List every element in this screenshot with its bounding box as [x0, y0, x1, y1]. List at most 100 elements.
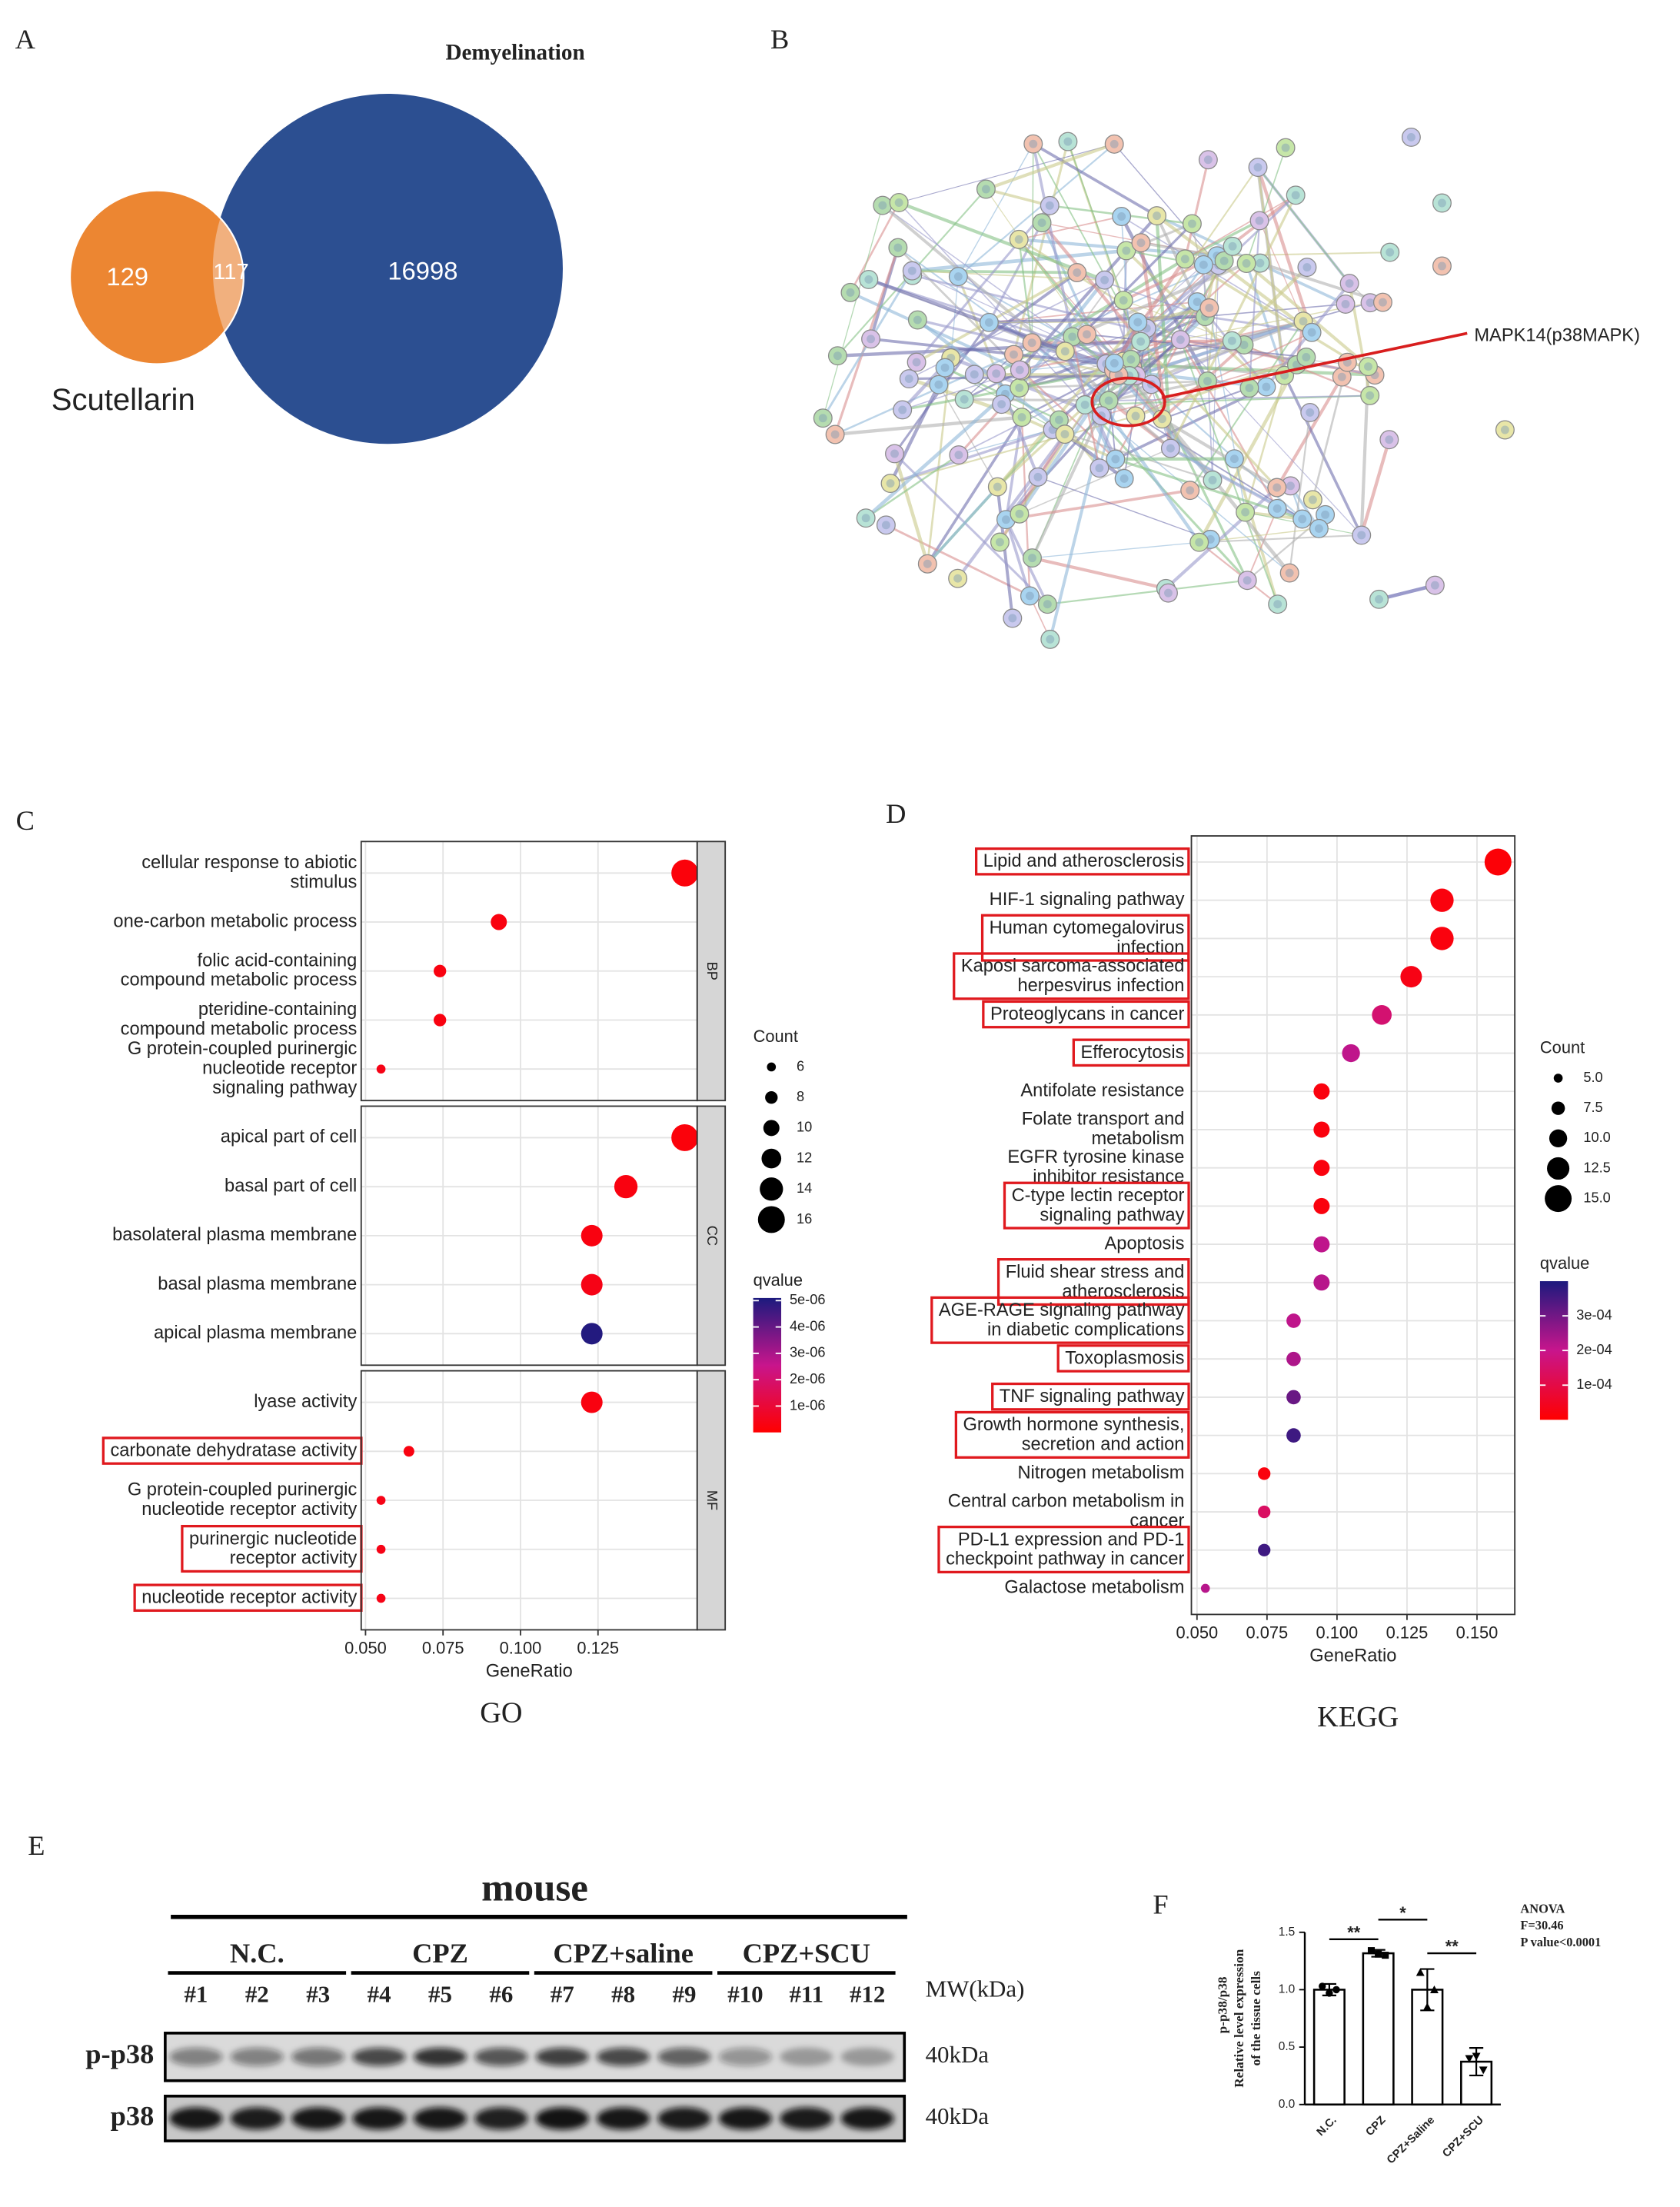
dot	[581, 1224, 603, 1247]
network-node-core	[913, 315, 922, 325]
blot-band	[230, 2107, 284, 2130]
network-edge	[1048, 400, 1111, 640]
blot-band	[718, 2107, 773, 2130]
network-node-core	[954, 451, 963, 460]
term-label: stimulus	[291, 872, 358, 892]
data-point	[1367, 1947, 1376, 1955]
network-node	[907, 352, 926, 372]
network-node-core	[1341, 300, 1350, 308]
x-tick-label: 0.125	[1386, 1623, 1429, 1643]
legend-title: Count	[1540, 1038, 1585, 1057]
x-axis-label: GeneRatio	[486, 1661, 573, 1681]
legend-label: 2e-06	[790, 1371, 826, 1386]
network-edge	[1162, 387, 1250, 420]
network-node-core	[864, 275, 873, 284]
network-node-core	[846, 288, 855, 297]
network-node-core	[1126, 355, 1136, 364]
network-node	[1012, 408, 1032, 428]
term-label: compound metabolic process	[121, 1019, 358, 1039]
data-point	[1326, 1989, 1333, 1997]
network	[813, 127, 1515, 649]
highlight-ring	[1090, 376, 1166, 428]
network-node	[1189, 532, 1209, 552]
network-edge	[1169, 195, 1297, 449]
dot	[1313, 1160, 1330, 1177]
network-node-core	[1187, 219, 1196, 228]
term-label: lyase activity	[254, 1392, 357, 1412]
network-node-core	[1027, 338, 1036, 348]
blot-band	[352, 2047, 406, 2066]
network-node-core	[1291, 191, 1300, 200]
blot-band	[840, 2107, 894, 2130]
network-node-core	[1500, 425, 1509, 434]
x-tick-label: 0.075	[1246, 1623, 1289, 1643]
network-node	[1249, 211, 1269, 231]
network-edge	[957, 143, 1115, 278]
x-tick-label: 0.050	[1176, 1623, 1218, 1643]
venn-count: 129	[106, 262, 148, 291]
term-label: Kaposi sarcoma-associated	[961, 957, 1185, 977]
dot	[581, 1323, 603, 1345]
network-node-core	[1406, 132, 1416, 141]
network-edge	[917, 318, 1107, 365]
legend-dot	[767, 1062, 777, 1072]
dot	[1313, 1236, 1330, 1253]
network-edge	[898, 201, 1086, 405]
network-node-core	[1385, 435, 1394, 444]
network-node	[1432, 193, 1452, 213]
network-node	[1336, 295, 1356, 314]
network-node	[990, 532, 1010, 552]
network-edge	[1032, 541, 1199, 559]
legend-label: 15.0	[1583, 1190, 1610, 1205]
network-node-core	[1080, 400, 1090, 409]
term-label: Folate transport and	[1022, 1109, 1185, 1129]
blot-band	[535, 2107, 589, 2130]
network-edge	[834, 415, 1023, 437]
facet-strip	[696, 1370, 727, 1631]
panel-label: A	[15, 24, 36, 55]
network-node-core	[1104, 396, 1113, 405]
blot-band	[291, 2047, 345, 2066]
network-node-core	[997, 400, 1006, 409]
network-edge	[996, 486, 1014, 619]
network-edge	[1161, 418, 1278, 489]
term-label: nucleotide receptor	[202, 1058, 357, 1078]
network-node-core	[1302, 263, 1312, 272]
significance-label: *	[1399, 1903, 1406, 1922]
network-node	[1198, 150, 1218, 170]
network-edge	[1100, 307, 1210, 417]
network-edge	[837, 340, 1141, 358]
network-node-core	[1229, 454, 1239, 464]
highlight-box	[996, 1258, 1190, 1307]
facet-label: MF	[704, 1490, 720, 1510]
term-label: carbonate dehydratase activity	[110, 1441, 357, 1461]
term-label: TNF signaling pathway	[1000, 1386, 1185, 1406]
network-node	[1112, 207, 1132, 226]
network-edge	[958, 428, 1053, 456]
caption: KEGG	[1317, 1701, 1399, 1733]
network-node-core	[1068, 332, 1077, 341]
network-node-core	[1028, 554, 1036, 563]
network-node	[1300, 402, 1320, 422]
network-node	[907, 310, 927, 330]
x-axis-label: GeneRatio	[1309, 1646, 1396, 1666]
term-label: Galactose metabolism	[1004, 1578, 1184, 1598]
network-edge	[1018, 239, 1033, 343]
network-node	[1495, 420, 1515, 440]
network-node	[1352, 525, 1372, 545]
network-node	[1114, 468, 1134, 488]
network-node-core	[1219, 256, 1229, 265]
network-node-core	[970, 370, 979, 379]
network-node-core	[995, 538, 1004, 547]
network-node-core	[898, 405, 907, 414]
mw-label: MW(kDa)	[926, 1975, 1025, 2002]
legend-dot	[1553, 1074, 1563, 1083]
data-point	[1472, 2052, 1481, 2061]
network-node	[902, 261, 922, 281]
network-node	[992, 394, 1012, 414]
network-node-core	[1243, 576, 1252, 585]
lane-label: #10	[727, 1981, 763, 2008]
dot	[1484, 848, 1512, 876]
dot	[403, 1446, 414, 1457]
